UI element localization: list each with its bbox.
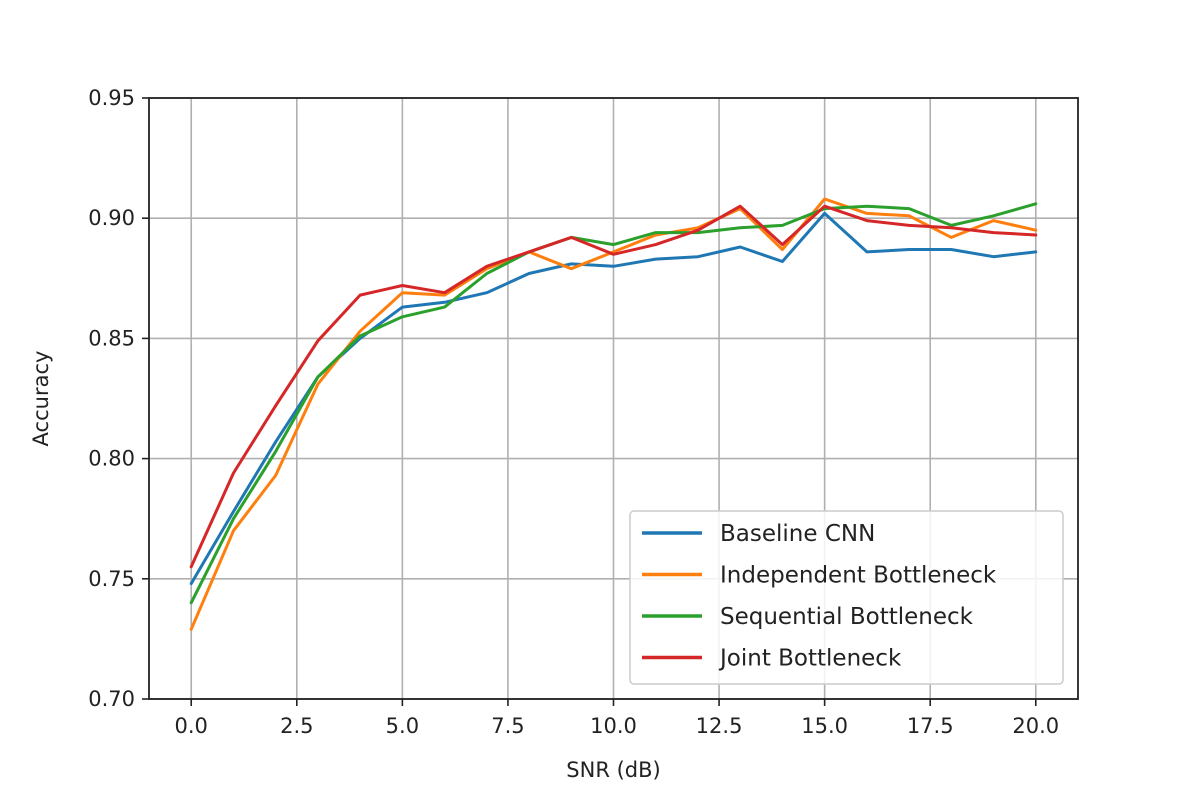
- x-tick-label: 17.5: [907, 714, 954, 738]
- x-tick-label: 0.0: [175, 714, 208, 738]
- series-line-joint-bottleneck: [189, 204, 1038, 569]
- x-tick-label: 7.5: [491, 714, 524, 738]
- y-tick-label: 0.85: [88, 326, 135, 350]
- legend-box: [629, 510, 1064, 685]
- y-tick-label: 0.70: [88, 687, 135, 711]
- legend: Baseline CNN Independent Bottleneck Sequen…: [629, 510, 1064, 685]
- x-axis-ticks: 0.0 2.5 5.0 7.5 10.0 12.5 15.0 17.5 20.0: [175, 699, 1059, 738]
- x-tick-label: 15.0: [801, 714, 848, 738]
- x-tick-label: 12.5: [696, 714, 743, 738]
- legend-entry-label: Sequential Bottleneck: [720, 604, 974, 630]
- series-lines: [189, 197, 1038, 631]
- y-tick-label: 0.75: [88, 567, 135, 591]
- legend-entry-label: Baseline CNN: [720, 521, 875, 547]
- legend-entry-label: Independent Bottleneck: [720, 563, 997, 589]
- series-line-independent-bottleneck: [189, 197, 1038, 631]
- y-tick-label: 0.95: [88, 86, 135, 110]
- y-axis-ticks: 0.70 0.75 0.80 0.85 0.90 0.95: [88, 86, 149, 711]
- y-tick-label: 0.90: [88, 206, 135, 230]
- legend-entry-label: Joint Bottleneck: [718, 646, 902, 672]
- y-axis-label: Accuracy: [29, 351, 53, 447]
- series-line-sequential-bottleneck: [189, 202, 1038, 605]
- x-tick-label: 10.0: [590, 714, 637, 738]
- x-tick-label: 5.0: [386, 714, 419, 738]
- x-axis-label: SNR (dB): [566, 758, 660, 782]
- y-tick-label: 0.80: [88, 447, 135, 471]
- x-tick-label: 2.5: [280, 714, 313, 738]
- x-tick-label: 20.0: [1012, 714, 1059, 738]
